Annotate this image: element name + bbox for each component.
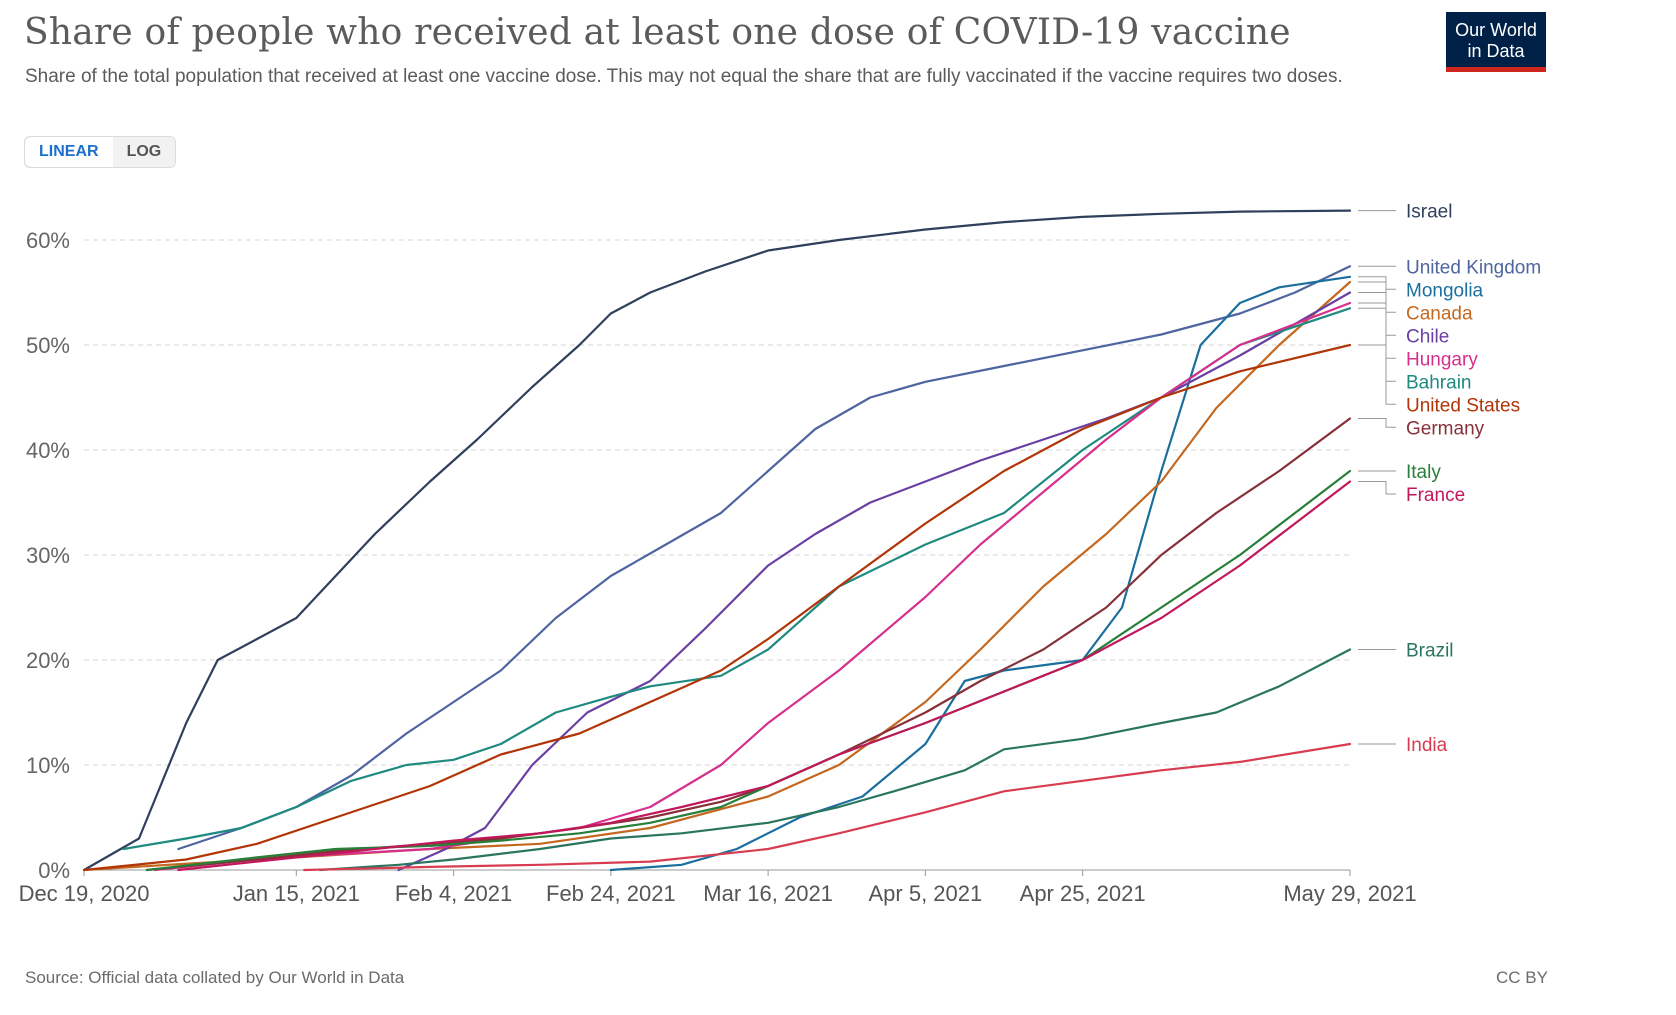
series-label-bahrain: Bahrain — [1406, 372, 1472, 393]
log-scale-button[interactable]: LOG — [112, 137, 176, 167]
label-connector — [1358, 481, 1396, 495]
logo-line-1: Our World — [1455, 20, 1537, 40]
y-tick-label: 10% — [26, 753, 70, 778]
license-link[interactable]: CC BY — [1496, 968, 1548, 987]
series-line-hungary — [153, 301, 1352, 872]
series-label-india: India — [1406, 735, 1448, 756]
owid-logo[interactable]: Our World in Data — [1446, 12, 1546, 72]
series-label-chile: Chile — [1406, 326, 1449, 347]
y-tick-label: 30% — [26, 543, 70, 568]
series-line-india — [303, 742, 1352, 872]
series-line-france — [177, 480, 1352, 872]
y-tick-label: 0% — [38, 858, 70, 883]
label-connector — [1358, 281, 1396, 313]
series-line-united-kingdom — [177, 265, 1352, 851]
series-label-united-states: United States — [1406, 395, 1520, 416]
x-tick-label: Mar 16, 2021 — [703, 881, 833, 906]
x-tick-label: May 29, 2021 — [1283, 881, 1416, 906]
series-line-israel — [82, 209, 1352, 872]
source-note: Source: Official data collated by Our Wo… — [25, 968, 405, 987]
scale-toggle: LINEAR LOG — [24, 136, 177, 168]
chart-title: Share of people who received at least on… — [24, 12, 1291, 53]
series-label-italy: Italy — [1406, 462, 1441, 483]
series-label-mongolia: Mongolia — [1406, 280, 1484, 301]
series-line-mongolia — [609, 275, 1352, 872]
label-connector — [1358, 276, 1396, 290]
x-tick-label: Feb 24, 2021 — [546, 881, 676, 906]
logo-line-2: in Data — [1467, 41, 1525, 61]
series-label-france: France — [1406, 485, 1465, 506]
series-line-brazil — [318, 648, 1352, 872]
series-line-united-states — [82, 343, 1352, 872]
series-label-israel: Israel — [1406, 202, 1452, 223]
y-tick-label: 50% — [26, 333, 70, 358]
series-label-brazil: Brazil — [1406, 641, 1454, 662]
label-connector — [1358, 292, 1396, 336]
series-label-hungary: Hungary — [1406, 349, 1478, 370]
label-connector — [1358, 418, 1396, 428]
series-line-bahrain — [122, 307, 1352, 851]
y-tick-label: 60% — [26, 228, 70, 253]
series-line-italy — [145, 469, 1352, 872]
series-line-canada — [82, 280, 1352, 872]
x-tick-label: Dec 19, 2020 — [19, 881, 150, 906]
x-tick-label: Apr 25, 2021 — [1020, 881, 1146, 906]
chart-subtitle: Share of the total population that recei… — [25, 66, 1343, 87]
y-tick-label: 40% — [26, 438, 70, 463]
series-label-germany: Germany — [1406, 418, 1485, 439]
x-tick-label: Jan 15, 2021 — [233, 881, 360, 906]
x-tick-label: Apr 5, 2021 — [869, 881, 983, 906]
y-tick-label: 20% — [26, 648, 70, 673]
label-connector — [1358, 344, 1396, 405]
x-tick-label: Feb 4, 2021 — [395, 881, 512, 906]
series-label-canada: Canada — [1406, 303, 1473, 324]
series-label-united-kingdom: United Kingdom — [1406, 257, 1541, 278]
label-connector — [1358, 302, 1396, 359]
linear-scale-button[interactable]: LINEAR — [25, 137, 114, 167]
